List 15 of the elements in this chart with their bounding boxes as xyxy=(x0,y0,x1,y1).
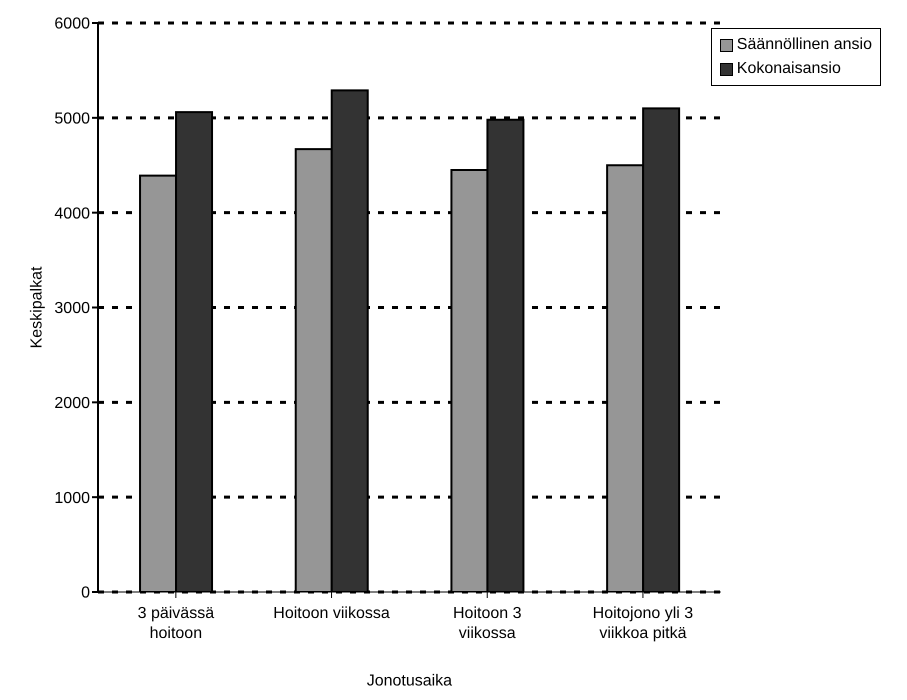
y-tick-label: 3000 xyxy=(54,300,90,318)
y-tick-label: 2000 xyxy=(54,395,90,412)
y-tick-label: 5000 xyxy=(54,110,90,128)
y-tick-label: 0 xyxy=(81,584,90,602)
y-tick-label: 4000 xyxy=(54,205,90,222)
legend-label: Säännöllinen ansio xyxy=(736,35,872,55)
y-tick-label: 6000 xyxy=(54,16,90,33)
x-axis-title: Jonotusaika xyxy=(366,672,452,690)
x-tick-label: Hoitoon 3 viikossa xyxy=(452,605,522,642)
y-tick-label: 1000 xyxy=(54,490,90,507)
x-tick-label: Hoitoon viikossa xyxy=(273,605,390,622)
legend-label: Kokonaisansio xyxy=(736,59,841,79)
y-axis-title: Keskipalkat xyxy=(28,266,46,348)
x-tick-label: 3 päivässä hoitoon xyxy=(138,605,214,642)
x-tick-label: Hoitojono yli 3 viikkoa pitkä xyxy=(592,605,694,642)
